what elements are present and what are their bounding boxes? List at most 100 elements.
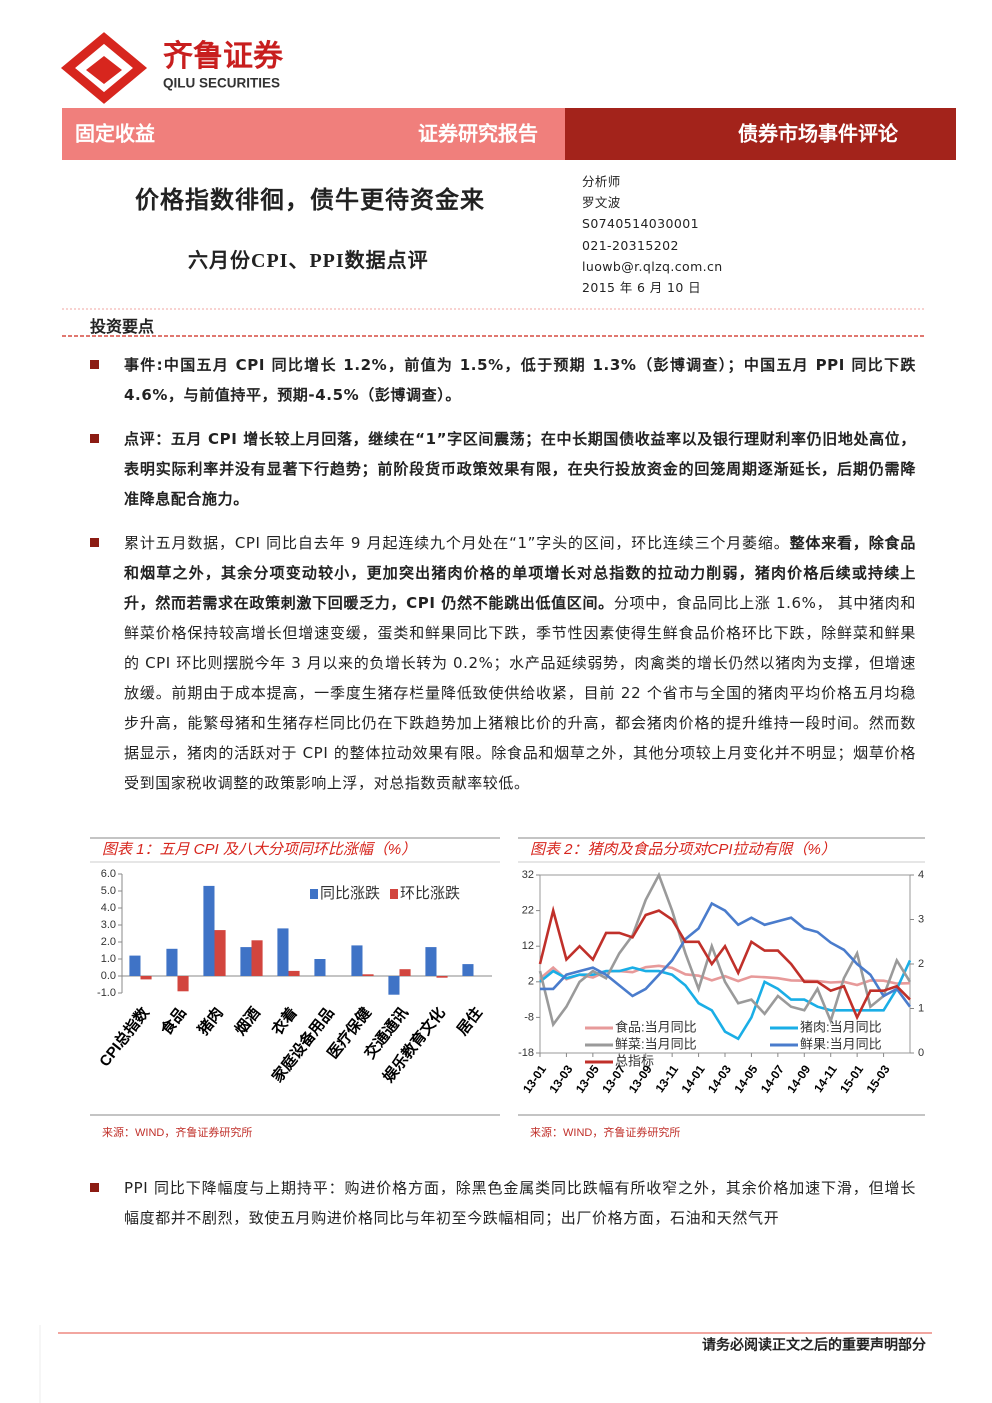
x-tick-label: 14-01 [679,1062,708,1095]
legend-label: 猪肉:当月同比 [800,1019,882,1034]
bar [240,947,252,976]
y2-tick-label: 0 [918,1047,924,1059]
paragraph: 事件:中国五月 CPI 同比增长 1.2%，前值为 1.5%，低于预期 1.3%… [124,350,916,410]
chart-source: 来源：WIND，齐鲁证券研究所 [530,1125,680,1139]
y-tick-label: 3.0 [101,919,116,931]
y-tick-label: 32 [522,869,534,881]
bar [436,976,448,978]
x-tick-label: 14-09 [784,1062,813,1095]
legend-label: 鲜果:当月同比 [800,1036,882,1051]
x-tick-label: 衣着 [268,1004,301,1039]
y-tick-label: -18 [518,1047,534,1059]
y-tick-label: 22 [522,905,534,917]
chart-title: 图表 1：五月 CPI 及八大分项同环比涨幅（%） [102,841,416,858]
y2-tick-label: 4 [918,869,924,881]
logo-en: QILU SECURITIES [163,76,280,91]
y2-tick-label: 1 [918,1002,924,1014]
x-tick-label: 15-03 [864,1062,893,1095]
bar [462,964,474,976]
y-tick-label: 2 [528,976,534,988]
bar [214,930,226,976]
x-tick-label: 13-03 [546,1062,575,1095]
bar [362,974,374,976]
x-tick-label: 烟酒 [232,1004,264,1038]
banner-report-type: 证券研究报告 [418,121,538,145]
bar [277,928,289,976]
paragraph: 累计五月数据，CPI 同比自去年 9 月起连续九个月处在“1”字头的区间，环比连… [124,528,916,798]
bar [251,940,263,976]
bar [140,976,152,980]
y-tick-label: -8 [524,1011,534,1023]
bullet: 累计五月数据，CPI 同比自去年 9 月起连续九个月处在“1”字头的区间，环比连… [90,528,916,798]
text: PPI 同比下降幅度与上期持平：购进价格方面，除黑色金属类同比跌幅有所收窄之外，… [124,1179,916,1227]
bullet-marker [90,1183,99,1192]
text: 分项中，食品同比上涨 1.6%， 其中猪肉和鲜菜价格保持较高增长但增速变缓，蛋类… [124,594,916,792]
series-line [538,905,911,1021]
legend-swatch [310,889,318,899]
bold-text: 整体来看，除食品和烟草之外，其余分项变动较小，更加突出猪肉价格的单项增长对总指数… [124,534,916,612]
text: 累计五月数据，CPI 同比自去年 9 月起连续九个月处在“1”字头的区间，环比连… [124,534,790,552]
bar [399,969,411,976]
banner-right [565,108,956,160]
bullet: PPI 同比下降幅度与上期持平：购进价格方面，除黑色金属类同比跌幅有所收窄之外，… [90,1173,916,1233]
logo-mark [60,32,148,104]
legend-label: 总指标 [615,1053,654,1068]
analyst-line: 021-20315202 [582,237,679,253]
footer-note: 请务必阅读正文之后的重要声明部分 [702,1337,926,1353]
x-tick-label: 食品 [157,1004,190,1039]
x-tick-label: 13-11 [653,1062,682,1095]
x-tick-label: 14-05 [731,1062,760,1095]
bar [425,947,437,976]
report-subtitle: 六月份CPI、PPI数据点评 [188,250,429,272]
analyst-line: 2015 年 6 月 10 日 [582,280,702,296]
section-title: 投资要点 [90,319,155,336]
y-tick-label: -1.0 [97,987,116,999]
legend-label: 环比涨跌 [400,885,460,902]
bold-text: 点评：五月 CPI 增长较上月回落，继续在“1”字区间震荡；在中长期国债收益率以… [124,430,916,508]
bar [388,976,400,995]
bar [203,885,215,976]
chart-source: 来源：WIND，齐鲁证券研究所 [102,1125,252,1139]
logo-cn: 齐鲁证券 [163,40,284,73]
x-tick-label: 13-05 [573,1062,602,1095]
y-tick-label: 4.0 [101,902,116,914]
bullet: 事件:中国五月 CPI 同比增长 1.2%，前值为 1.5%，低于预期 1.3%… [90,350,916,410]
y-tick-label: 0.0 [101,970,116,982]
y-tick-label: 6.0 [101,868,116,880]
bar [177,976,189,992]
legend-label: 同比涨跌 [320,885,380,902]
bullet-list: 事件:中国五月 CPI 同比增长 1.2%，前值为 1.5%，低于预期 1.3%… [90,350,916,812]
y2-tick-label: 2 [918,958,924,970]
x-tick-label: 14-07 [758,1062,787,1095]
x-tick-label: 13-01 [520,1062,549,1095]
legend-label: 鲜菜:当月同比 [615,1036,697,1051]
y-tick-label: 2.0 [101,936,116,948]
bold-text: 事件:中国五月 CPI 同比增长 1.2%，前值为 1.5%，低于预期 1.3%… [124,356,916,404]
banner-column: 债券市场事件评论 [738,121,899,145]
chart-title: 图表 2：猪肉及食品分项对CPI拉动有限（%） [530,841,836,858]
banner-left [62,108,565,160]
x-tick-label: CPI总指数 [95,1003,153,1070]
bar [129,955,141,976]
legend-label: 食品:当月同比 [615,1019,697,1034]
x-tick-label: 14-11 [811,1062,840,1095]
analyst-line: S0740514030001 [582,216,699,232]
bullet-marker [90,360,99,369]
bar [351,945,363,976]
legend-swatch [390,889,398,899]
analyst-line: luowb@r.qlzq.com.cn [582,258,723,274]
analyst-line: 分析师 [582,174,621,189]
paragraph: PPI 同比下降幅度与上期持平：购进价格方面，除黑色金属类同比跌幅有所收窄之外，… [124,1173,916,1233]
bullet-list: PPI 同比下降幅度与上期持平：购进价格方面，除黑色金属类同比跌幅有所收窄之外，… [90,1173,916,1247]
bar [166,948,178,976]
paragraph: 点评：五月 CPI 增长较上月回落，继续在“1”字区间震荡；在中长期国债收益率以… [124,424,916,514]
bullet: 点评：五月 CPI 增长较上月回落，继续在“1”字区间震荡；在中长期国债收益率以… [90,424,916,514]
bullet-marker [90,538,99,547]
x-tick-label: 15-01 [837,1062,866,1095]
x-tick-label: 14-03 [705,1062,734,1095]
bar [288,970,300,976]
x-tick-label: 居住 [453,1004,486,1039]
series-line [540,901,912,1008]
